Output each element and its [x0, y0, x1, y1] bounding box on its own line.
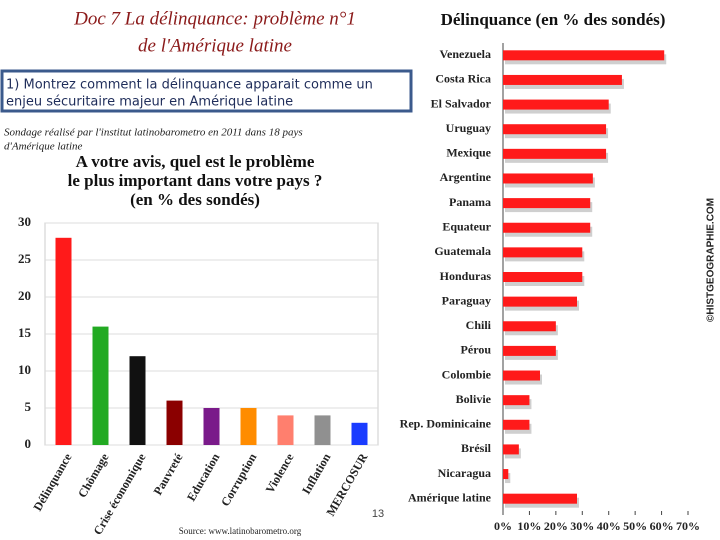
- bar: [503, 469, 509, 480]
- question: enjeu sécuritaire majeur en Amérique lat…: [6, 95, 293, 110]
- note: d'Amérique latine: [4, 141, 83, 153]
- bar: [503, 370, 540, 381]
- copyright: ©HISTGEOGRAPHIE.COM: [706, 198, 717, 322]
- y-tick-label: Costa Rica: [435, 72, 491, 86]
- bar: [503, 419, 530, 430]
- y-tick-label: Rep. Dominicaine: [400, 417, 492, 431]
- slide-title: Doc 7 La délinquance: problème n°1: [73, 8, 356, 29]
- y-tick-label: Chili: [466, 318, 492, 332]
- y-tick-label: 15: [18, 325, 32, 340]
- source: Source: www.latinobarometro.org: [179, 526, 302, 536]
- bar: [129, 356, 146, 445]
- bar: [240, 408, 257, 445]
- bar: [503, 99, 609, 110]
- bar: [503, 124, 607, 135]
- bar: [277, 415, 294, 445]
- bar: [203, 408, 220, 445]
- question-box: [0, 69, 413, 113]
- bar: [503, 493, 577, 504]
- chart-title: Délinquance (en % des sondés): [441, 10, 666, 29]
- note: Sondage réalisé par l'institut latinobar…: [4, 127, 303, 139]
- y-tick-label: Amérique latine: [408, 490, 492, 504]
- x-tick-label: 20%: [544, 519, 568, 533]
- chart-title: le plus important dans votre pays ?: [68, 171, 323, 190]
- y-tick-label: Venezuela: [439, 47, 491, 61]
- slide-title: de l'Amérique latine: [138, 35, 292, 56]
- x-tick-label: Inflation: [299, 451, 334, 497]
- y-tick-label: Colombie: [442, 367, 492, 381]
- x-tick-label: 30%: [570, 519, 594, 533]
- y-tick-label: Bolivie: [456, 392, 492, 406]
- y-tick-label: El Salvador: [431, 96, 492, 110]
- bar: [503, 345, 556, 356]
- x-tick-label: 70%: [676, 519, 700, 533]
- y-tick-label: 0: [25, 436, 32, 451]
- y-tick-label: Pérou: [461, 343, 492, 357]
- x-tick-label: Chômage: [75, 450, 112, 500]
- y-tick-label: Brésil: [461, 441, 492, 455]
- x-tick-label: Education: [184, 451, 223, 504]
- question: 1) Montrez comment la délinquance appara…: [6, 78, 373, 93]
- x-tick-label: 40%: [597, 519, 621, 533]
- bar: [503, 198, 591, 209]
- x-tick-label: 10%: [517, 519, 541, 533]
- bar: [314, 415, 331, 445]
- y-tick-label: Panama: [449, 195, 491, 209]
- y-tick-label: Uruguay: [446, 121, 491, 135]
- bar: [503, 50, 665, 61]
- x-tick-label: Délinquance: [30, 450, 74, 513]
- y-tick-label: 10: [18, 362, 31, 377]
- x-tick-label: 50%: [623, 519, 647, 533]
- x-tick-label: Violence: [263, 450, 297, 495]
- bar: [503, 74, 622, 85]
- bar: [503, 148, 607, 159]
- y-tick-label: 30: [18, 214, 31, 229]
- y-tick-label: 20: [18, 288, 31, 303]
- y-tick-label: Guatemala: [434, 244, 491, 258]
- bar: [503, 444, 519, 455]
- bar: [503, 247, 583, 258]
- y-tick-label: 25: [18, 251, 32, 266]
- y-tick-label: 5: [25, 399, 32, 414]
- page-number: 13: [372, 508, 384, 520]
- bar: [503, 296, 577, 307]
- y-tick-label: Equateur: [442, 219, 491, 233]
- chart-title: (en % des sondés): [130, 190, 260, 209]
- x-tick-label: 0%: [494, 519, 512, 533]
- y-tick-label: Honduras: [440, 269, 492, 283]
- y-tick-label: Mexique: [446, 146, 491, 160]
- bar: [503, 272, 583, 282]
- x-tick-label: 60%: [650, 519, 674, 533]
- bar: [503, 173, 593, 184]
- y-tick-label: Argentine: [440, 170, 492, 184]
- x-tick-label: Pauvreté: [150, 450, 185, 497]
- bar: [351, 422, 368, 445]
- chart-title: A votre avis, quel est le problème: [76, 152, 315, 171]
- bar: [92, 326, 109, 445]
- bar: [166, 400, 183, 445]
- y-tick-label: Paraguay: [442, 293, 491, 307]
- x-tick-label: Corruption: [218, 451, 260, 509]
- bar: [503, 222, 591, 233]
- y-tick-label: Nicaragua: [438, 466, 491, 480]
- bar: [503, 321, 556, 332]
- bar: [503, 395, 530, 406]
- bar: [55, 237, 72, 445]
